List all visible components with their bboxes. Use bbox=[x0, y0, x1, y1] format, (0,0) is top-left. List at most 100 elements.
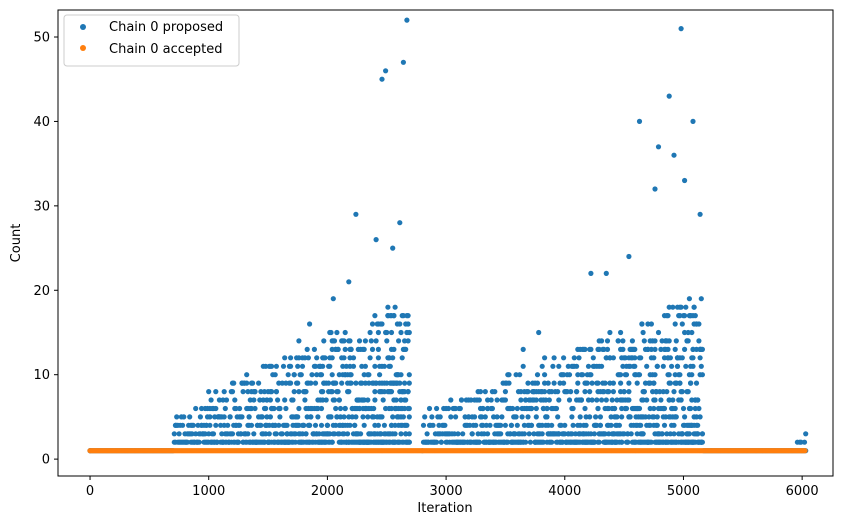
point-proposed bbox=[485, 405, 491, 412]
point-proposed bbox=[533, 414, 539, 420]
point-proposed bbox=[298, 372, 304, 378]
point-proposed bbox=[485, 431, 491, 437]
point-proposed bbox=[582, 346, 588, 352]
point-proposed bbox=[397, 321, 403, 327]
point-proposed bbox=[550, 363, 556, 369]
point-proposed bbox=[312, 422, 319, 428]
point-proposed bbox=[677, 313, 683, 319]
point-proposed bbox=[251, 397, 257, 403]
point-proposed bbox=[672, 346, 678, 352]
point-proposed bbox=[448, 414, 454, 420]
point-proposed bbox=[577, 414, 583, 420]
point-proposed bbox=[696, 405, 702, 412]
x-tick-label: 3000 bbox=[430, 484, 463, 499]
point-proposed bbox=[641, 389, 647, 395]
point-proposed bbox=[502, 389, 508, 395]
y-tick-label: 0 bbox=[42, 453, 50, 468]
point-proposed bbox=[333, 405, 339, 412]
point-proposed bbox=[610, 389, 617, 395]
x-tick-label: 2000 bbox=[311, 484, 344, 499]
point-proposed bbox=[258, 389, 264, 395]
point-proposed bbox=[330, 296, 336, 302]
point-proposed bbox=[276, 422, 282, 428]
point-proposed bbox=[523, 397, 529, 403]
point-proposed bbox=[372, 313, 378, 319]
point-proposed bbox=[589, 380, 595, 386]
point-proposed bbox=[296, 405, 302, 412]
point-proposed bbox=[692, 313, 698, 319]
point-proposed bbox=[652, 186, 658, 192]
point-proposed bbox=[296, 338, 302, 344]
point-proposed bbox=[562, 422, 568, 428]
point-proposed bbox=[677, 372, 683, 378]
point-proposed bbox=[588, 270, 594, 276]
point-proposed bbox=[625, 439, 631, 445]
point-proposed bbox=[388, 329, 395, 336]
point-proposed bbox=[239, 414, 245, 420]
point-proposed bbox=[569, 414, 575, 420]
point-proposed bbox=[318, 372, 325, 378]
point-proposed bbox=[269, 363, 275, 369]
point-proposed bbox=[699, 431, 706, 437]
point-proposed bbox=[328, 329, 334, 336]
point-proposed bbox=[650, 389, 656, 395]
point-proposed bbox=[623, 405, 630, 412]
point-proposed bbox=[505, 439, 511, 445]
point-proposed bbox=[388, 422, 395, 428]
point-proposed bbox=[308, 380, 314, 386]
point-proposed bbox=[284, 422, 290, 428]
point-proposed bbox=[620, 338, 626, 344]
point-proposed bbox=[591, 439, 598, 445]
point-proposed bbox=[585, 363, 592, 369]
point-proposed bbox=[565, 363, 571, 369]
point-proposed bbox=[358, 431, 364, 437]
point-proposed bbox=[556, 363, 562, 369]
point-proposed bbox=[397, 220, 403, 226]
point-proposed bbox=[195, 422, 201, 428]
point-proposed bbox=[539, 422, 545, 428]
point-proposed bbox=[618, 329, 624, 336]
point-proposed bbox=[336, 397, 342, 403]
point-proposed bbox=[695, 431, 701, 437]
point-proposed bbox=[406, 372, 412, 378]
point-proposed bbox=[619, 414, 625, 420]
point-proposed bbox=[590, 355, 596, 361]
point-proposed bbox=[366, 372, 372, 378]
point-proposed bbox=[400, 59, 406, 65]
point-proposed bbox=[318, 405, 325, 412]
point-proposed bbox=[221, 414, 227, 420]
point-proposed bbox=[430, 422, 436, 428]
point-proposed bbox=[679, 389, 685, 395]
point-proposed bbox=[595, 405, 601, 412]
point-proposed bbox=[576, 355, 582, 361]
point-proposed bbox=[582, 405, 588, 412]
point-proposed bbox=[618, 380, 624, 386]
point-proposed bbox=[693, 414, 700, 420]
point-proposed bbox=[311, 346, 317, 352]
point-proposed bbox=[542, 380, 548, 386]
point-proposed bbox=[561, 372, 567, 378]
point-proposed bbox=[267, 397, 273, 403]
point-proposed bbox=[514, 405, 520, 412]
point-proposed bbox=[628, 431, 634, 437]
point-proposed bbox=[697, 414, 703, 420]
point-proposed bbox=[539, 431, 545, 437]
point-proposed bbox=[369, 346, 376, 352]
point-proposed bbox=[527, 439, 534, 445]
point-proposed bbox=[189, 431, 195, 437]
point-proposed bbox=[623, 372, 630, 378]
point-proposed bbox=[588, 372, 594, 378]
point-proposed bbox=[682, 414, 688, 420]
point-proposed bbox=[619, 405, 625, 412]
point-proposed bbox=[685, 389, 691, 395]
point-proposed bbox=[341, 338, 347, 344]
point-proposed bbox=[574, 363, 580, 369]
point-proposed bbox=[621, 389, 627, 395]
point-proposed bbox=[206, 389, 212, 395]
point-proposed bbox=[406, 431, 412, 437]
point-proposed bbox=[388, 405, 395, 412]
point-proposed bbox=[341, 414, 347, 420]
point-proposed bbox=[206, 431, 212, 437]
point-proposed bbox=[398, 372, 404, 378]
